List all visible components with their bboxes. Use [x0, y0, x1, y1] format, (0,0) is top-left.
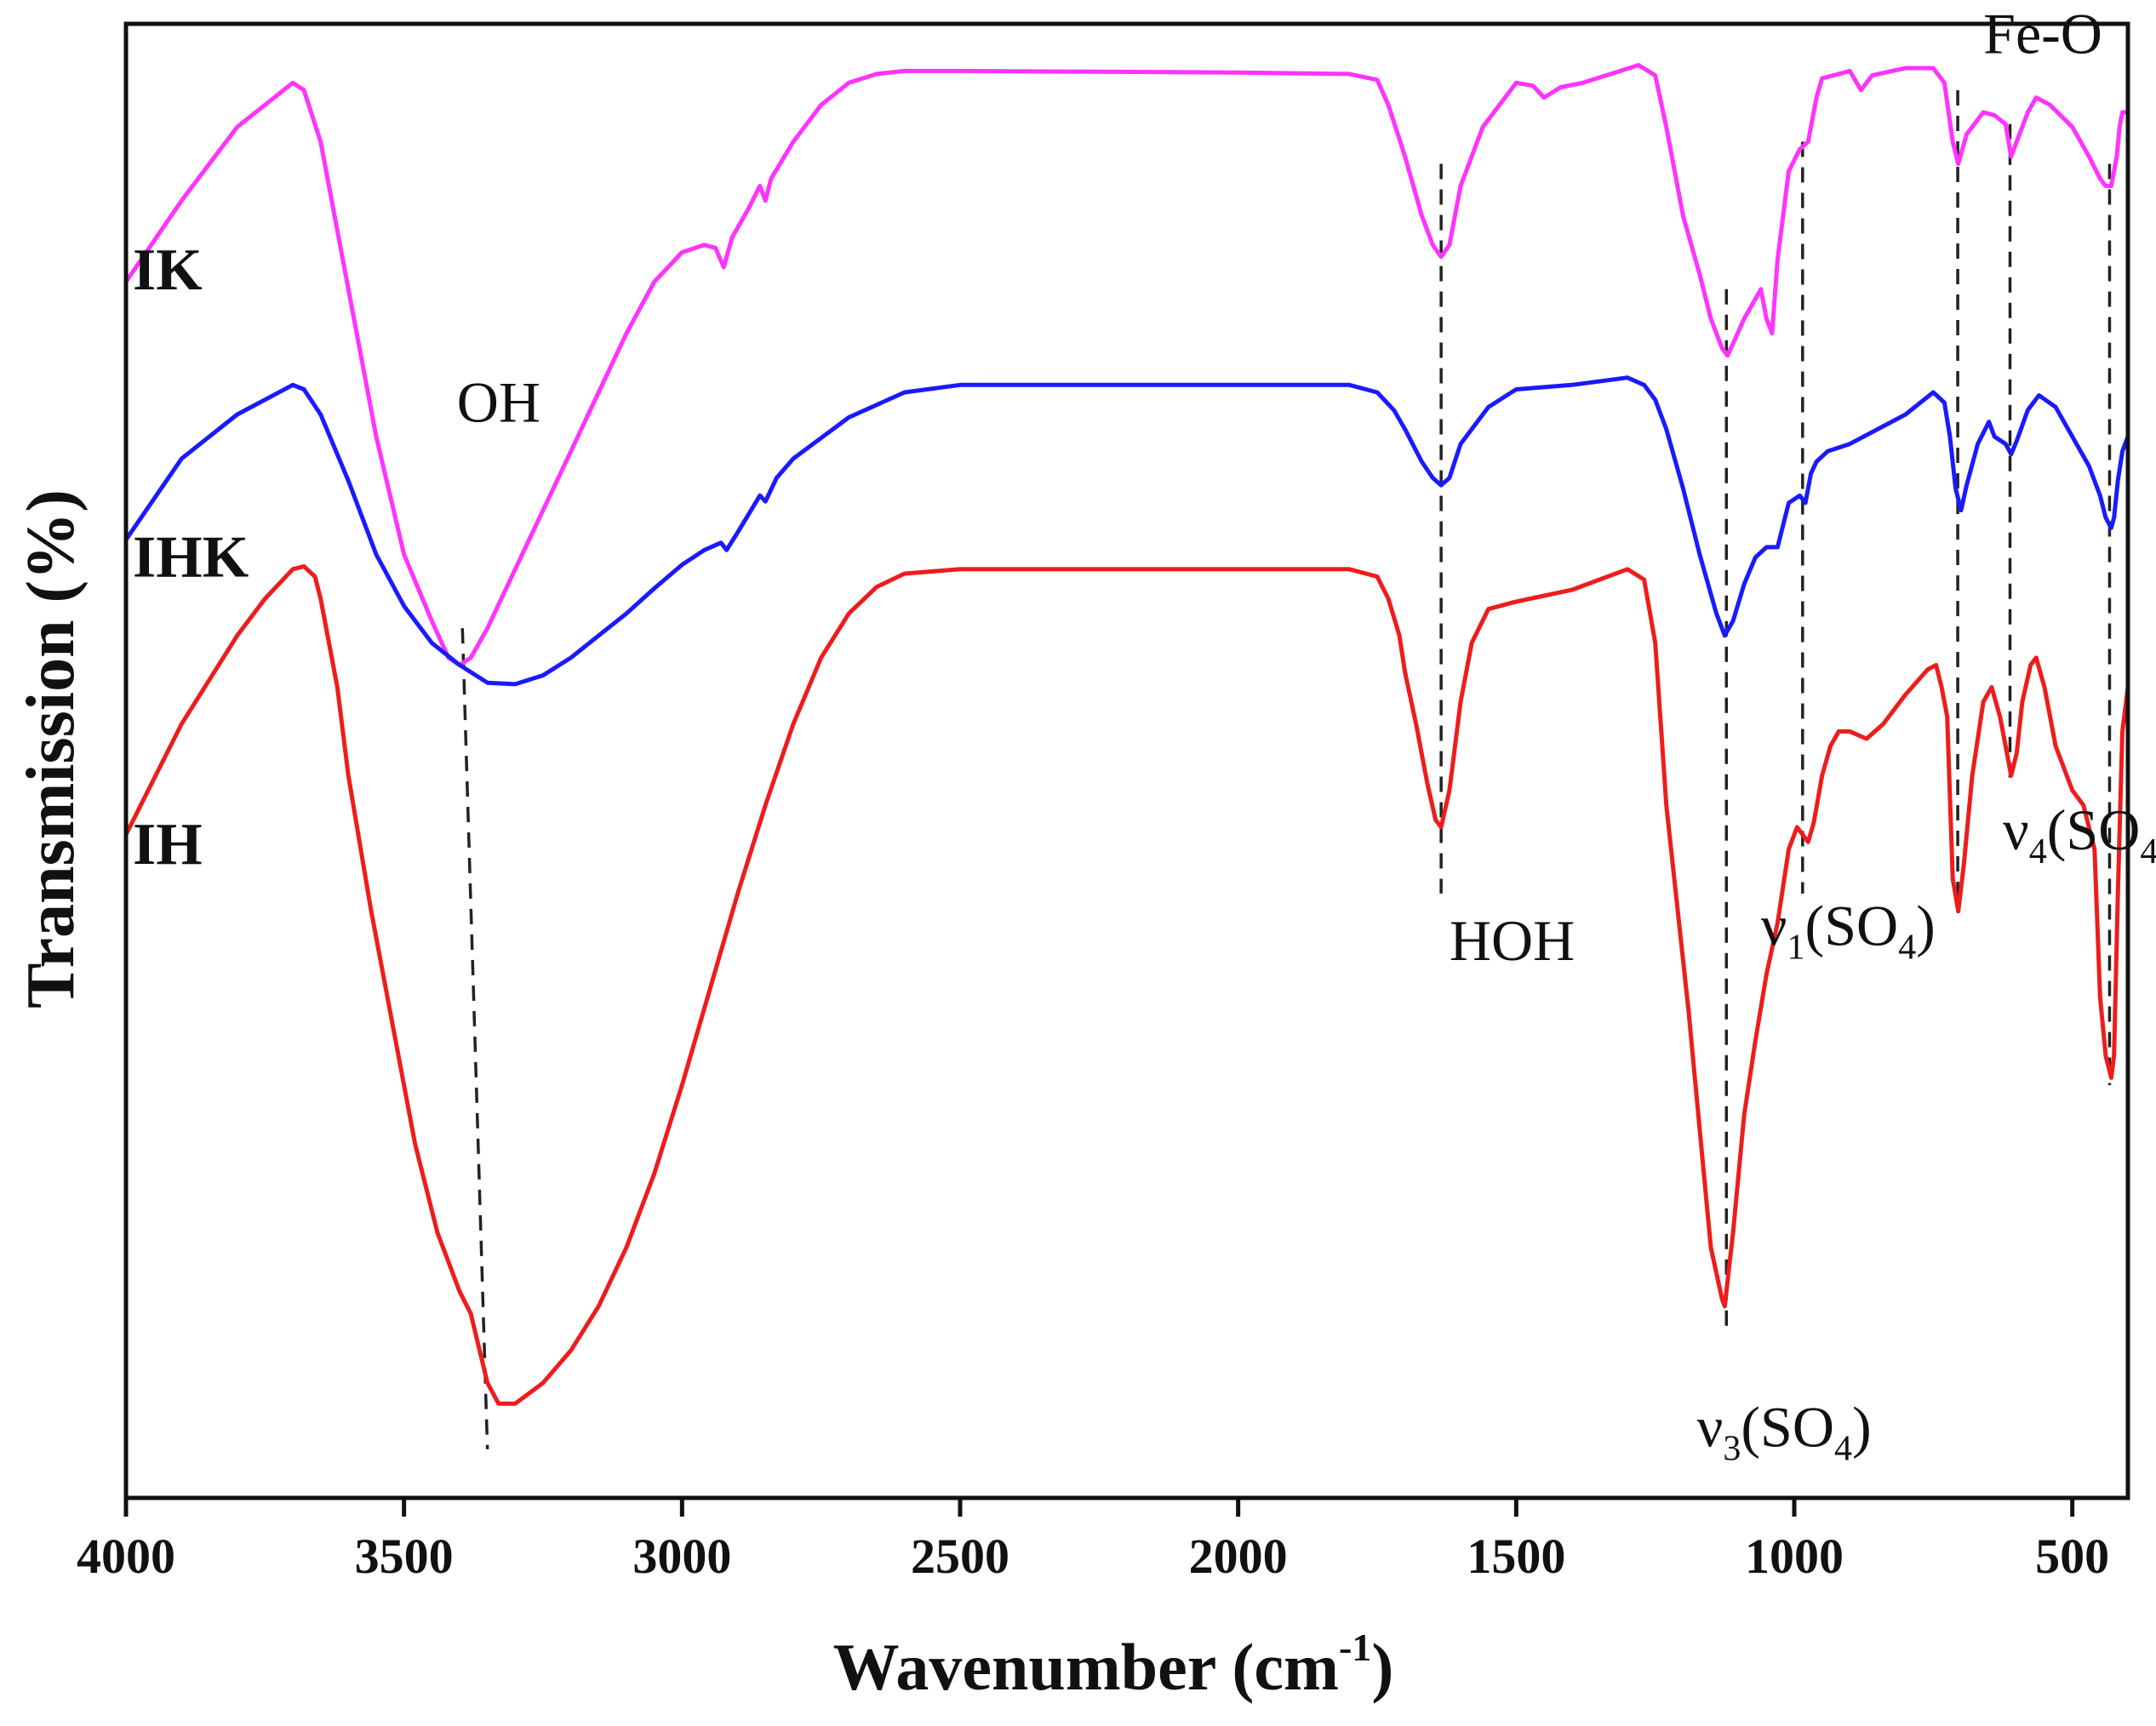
annotation-nu1-main: (SO	[1805, 894, 1899, 958]
annotation-nu3: ν3(SO4)	[1697, 1394, 1872, 1468]
x-tick-label-4000: 4000	[77, 1529, 175, 1584]
x-axis-title-main: Wavenumber (cm	[833, 1630, 1339, 1704]
annotation-nu1-greek: ν	[1761, 894, 1787, 958]
x-tick-label-1500: 1500	[1467, 1529, 1565, 1584]
series-group	[123, 63, 2130, 1406]
annotation-nu3-main: (SO	[1741, 1394, 1834, 1459]
x-tick-label-3000: 3000	[632, 1529, 731, 1584]
plot-frame	[123, 21, 2130, 1500]
x-axis-title: Wavenumber (cm-1)	[833, 1626, 1394, 1704]
guide-line-0	[460, 628, 489, 1449]
annotation-nu4-greek-sub: 4	[2029, 832, 2047, 872]
annotation-nu1-sub: 4	[1898, 929, 1916, 968]
annotation-nu1-close: )	[1916, 894, 1936, 958]
annotation-nu4-main: (SO	[2047, 797, 2141, 862]
annotation-nu3-sub: 4	[1834, 1429, 1852, 1468]
x-tick-label-500: 500	[2035, 1529, 2109, 1584]
y-axis-title: Transmission (%)	[14, 489, 89, 1009]
annotation-oh: OH	[457, 370, 540, 435]
x-axis-title-close: )	[1371, 1630, 1393, 1704]
series-line-ihk	[123, 375, 2130, 687]
x-tick-label-3500: 3500	[355, 1529, 454, 1584]
x-tick-label-2500: 2500	[911, 1529, 1009, 1584]
annotation-nu1: ν1(SO4)	[1761, 894, 1936, 968]
annotation-hoh: HOH	[1450, 908, 1575, 973]
x-axis-ticks: 4000 3500 3000 2500 2000 1500 1000 500	[77, 1498, 2109, 1584]
annotation-nu4: ν4(SO4)	[2003, 797, 2156, 872]
annotation-nu4-sub: 4	[2140, 832, 2156, 872]
series-line-ik	[123, 63, 2128, 667]
annotation-nu3-greek-sub: 3	[1723, 1429, 1741, 1468]
series-label-ih: IH	[133, 812, 203, 877]
annotation-nu3-close: )	[1852, 1394, 1872, 1459]
annotation-feo: Fe-O	[1983, 2, 2102, 66]
series-label-ihk: IHK	[133, 525, 249, 591]
series-label-ik: IK	[133, 237, 203, 303]
annotation-nu1-greek-sub: 1	[1787, 929, 1805, 968]
annotation-nu3-greek: ν	[1697, 1394, 1724, 1459]
annotation-nu4-greek: ν	[2003, 797, 2029, 862]
series-line-ih	[123, 563, 2130, 1406]
series-labels: IK IHK IH	[133, 237, 249, 877]
x-axis-title-sup: -1	[1339, 1626, 1371, 1669]
x-tick-label-1000: 1000	[1745, 1529, 1844, 1584]
x-tick-label-2000: 2000	[1189, 1529, 1288, 1584]
